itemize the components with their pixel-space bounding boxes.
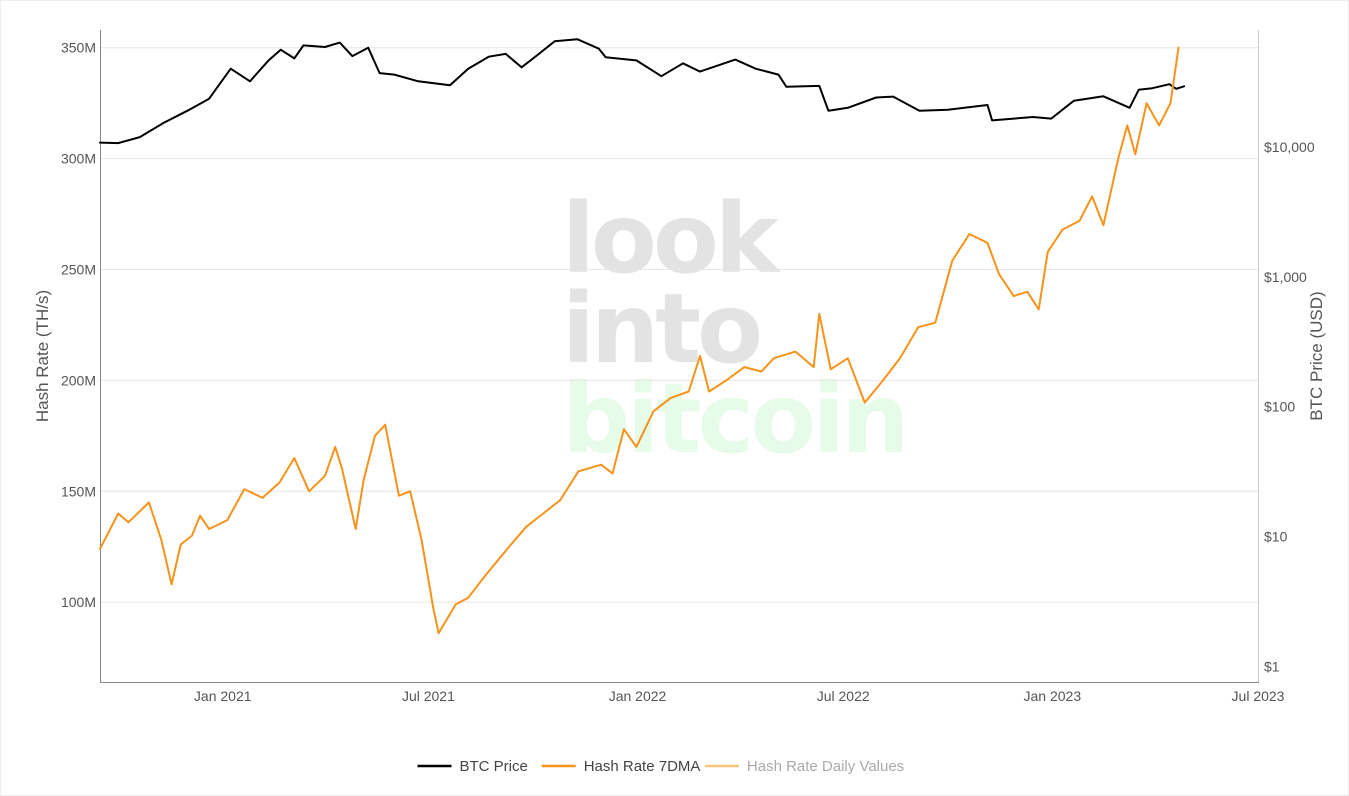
y-right-tick-1-000: $1,000 (1264, 269, 1307, 285)
y-left-tick-250m: 250M (61, 262, 96, 278)
y-right-tick-10: $10 (1264, 529, 1288, 545)
y-right-ticks: $1 $10 $100 $1,000 $10,000 (1264, 139, 1315, 675)
y-left-tick-350m: 350M (61, 40, 96, 56)
watermark-line-1: look (562, 183, 781, 295)
x-ticks: Jan 2021 Jul 2021 Jan 2022 Jul 2022 Jan 2023… (194, 688, 1285, 704)
watermark: look into bitcoin (562, 183, 910, 475)
x-tick-jan-2023: Jan 2023 (1024, 688, 1082, 704)
grid (100, 47, 1258, 603)
y-left-tick-100m: 100M (61, 594, 96, 610)
x-tick-jul-2022: Jul 2022 (817, 688, 870, 704)
y-right-tick-10-000: $10,000 (1264, 139, 1315, 155)
x-tick-jan-2022: Jan 2022 (609, 688, 667, 704)
x-tick-jan-2021: Jan 2021 (194, 688, 252, 704)
legend-label-btc-price: BTC Price (460, 758, 528, 775)
legend-label-hash-rate-daily-values: Hash Rate Daily Values (747, 758, 904, 775)
series-line-hash-rate-7dma (99, 46, 1180, 635)
legend-item-hash-rate-7dma[interactable]: Hash Rate 7DMA (541, 758, 701, 775)
y-right-axis-title: BTC Price (USD) (1307, 291, 1326, 420)
series-line-btc-price (99, 38, 1186, 145)
y-left-tick-300m: 300M (61, 151, 96, 167)
watermark-line-2: into (562, 273, 759, 385)
legend: BTC Price Hash Rate 7DMA Hash Rate Daily V… (417, 758, 904, 775)
y-left-ticks: 100M 150M 200M 250M 300M 350M (61, 40, 96, 610)
x-tick-jul-2021: Jul 2021 (402, 688, 455, 704)
y-left-axis-title: Hash Rate (TH/s) (33, 290, 52, 422)
y-right-tick-100: $100 (1264, 399, 1295, 415)
legend-item-btc-price[interactable]: BTC Price (417, 758, 528, 775)
y-left-tick-150m: 150M (61, 483, 96, 499)
x-tick-jul-2023: Jul 2023 (1232, 688, 1285, 704)
watermark-line-3: bitcoin (562, 363, 906, 475)
series-layer (99, 38, 1186, 635)
legend-item-hash-rate-daily-values[interactable]: Hash Rate Daily Values (704, 758, 904, 775)
y-right-tick-1: $1 (1264, 658, 1280, 674)
legend-label-hash-rate-7dma: Hash Rate 7DMA (584, 758, 701, 775)
y-left-tick-200m: 200M (61, 372, 96, 388)
